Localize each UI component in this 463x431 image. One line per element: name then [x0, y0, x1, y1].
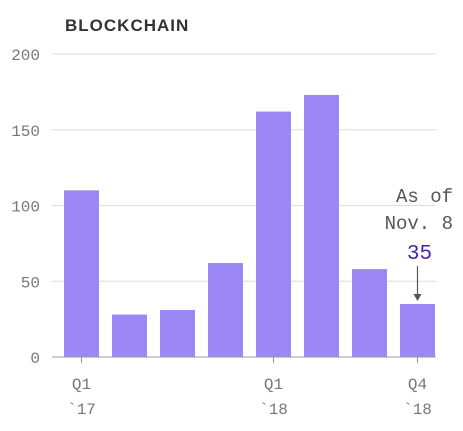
x-tick-label: `18: [259, 401, 288, 419]
y-tick-label: 100: [11, 199, 40, 217]
annotation-text: As of: [396, 186, 453, 208]
y-tick-label: 0: [30, 350, 40, 368]
bar: [112, 314, 147, 357]
annotation-text: Nov. 8: [385, 213, 453, 235]
bar: [352, 269, 387, 357]
bar: [160, 310, 195, 357]
bar: [304, 94, 339, 357]
x-tick-label: Q1: [72, 376, 91, 394]
bar: [64, 190, 99, 357]
y-tick-label: 200: [11, 47, 40, 65]
bar: [208, 263, 243, 357]
x-tick-label: `17: [67, 401, 96, 419]
x-tick-label: `18: [403, 401, 432, 419]
annotation-arrow-head: [413, 293, 422, 301]
bar: [256, 111, 291, 357]
bar: [400, 303, 435, 357]
chart-title: BLOCKCHAIN: [65, 16, 190, 35]
x-tick-label: Q4: [408, 376, 427, 394]
y-tick-label: 50: [21, 274, 40, 292]
annotation-value-label: 35: [407, 243, 432, 266]
x-tick-label: Q1: [264, 376, 283, 394]
y-tick-label: 150: [11, 123, 40, 141]
